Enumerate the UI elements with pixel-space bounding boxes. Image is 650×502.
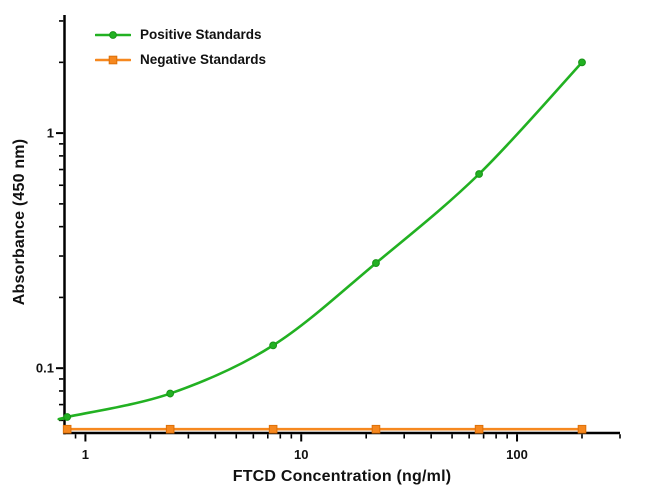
- y-tick-label: 1: [47, 126, 54, 141]
- data-point-marker: [577, 424, 587, 434]
- x-axis-title: FTCD Concentration (ng/ml): [232, 468, 452, 485]
- legend-marker: [108, 55, 118, 64]
- data-point-marker: [372, 259, 380, 267]
- y-tick-label: 0.1: [36, 361, 54, 376]
- x-tick-label: 10: [294, 447, 308, 462]
- y-axis-title: Absorbance (450 nm): [11, 138, 28, 306]
- legend-marker: [109, 30, 117, 39]
- data-point-marker: [268, 424, 278, 434]
- data-point-marker: [165, 424, 175, 434]
- legend-label-positive: Positive Standards: [140, 27, 262, 42]
- data-point-marker: [475, 170, 483, 178]
- legend: Positive Standards Negative Standards: [95, 27, 266, 67]
- x-tick-label: 1: [82, 447, 89, 462]
- negative-series-swatch-icon: [95, 55, 131, 64]
- positive-series-swatch-icon: [95, 30, 131, 39]
- legend-item-negative-standards: Negative Standards: [95, 52, 266, 67]
- data-point-marker: [62, 424, 72, 434]
- series-line-0: [57, 61, 584, 421]
- data-point-marker: [269, 341, 278, 350]
- data-point-marker: [371, 424, 381, 434]
- data-point-marker: [63, 413, 72, 421]
- legend-item-positive-standards: Positive Standards: [95, 27, 266, 42]
- data-point-marker: [578, 58, 586, 67]
- legend-label-negative: Negative Standards: [140, 52, 267, 67]
- data-point-marker: [166, 389, 175, 398]
- data-point-marker: [474, 424, 484, 434]
- x-tick-label: 100: [506, 447, 528, 462]
